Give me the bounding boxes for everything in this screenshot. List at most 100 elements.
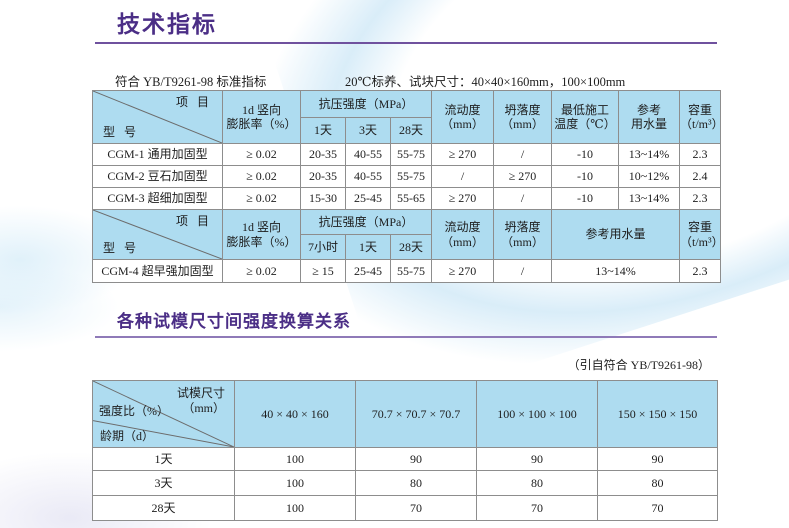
cell-water: 13~14% <box>618 187 680 210</box>
cell-strength-3d: 40-55 <box>345 143 391 166</box>
header-size-100: 100 × 100 × 100 <box>476 380 598 448</box>
cell-expansion: ≥ 0.02 <box>222 165 301 188</box>
header-expansion: 1d 竖向 膨胀率（%） <box>222 90 301 144</box>
cell-min-temp: -10 <box>551 187 619 210</box>
corner-label-strength-ratio: 强度比（%） <box>99 404 169 418</box>
diagonal-divider <box>93 91 222 143</box>
cell-fluidity: ≥ 270 <box>431 143 494 166</box>
header-water-line2: 用水量 <box>630 117 667 131</box>
cell-strength-28d: 55-75 <box>390 165 432 188</box>
header-density-line2: （t/m³） <box>680 234 721 249</box>
cell-strength-1d: 20-35 <box>300 165 346 188</box>
cell-strength-7h: ≥ 15 <box>300 259 346 283</box>
header-fluidity-line2: （mm） <box>441 234 484 249</box>
header-water-usage-merged: 参考用水量 <box>551 209 680 260</box>
tech-spec-table: 项 目 型 号 1d 竖向 膨胀率（%） 抗压强度（MPa） 流动度 （mm） … <box>92 90 721 283</box>
cell-ratio: 100 <box>234 447 356 471</box>
header-size-150: 150 × 150 × 150 <box>597 380 718 448</box>
table-source-caption: （引自符合 YB/T9261-98） <box>567 358 710 372</box>
header-density-line1: 容重 <box>687 102 712 117</box>
diagonal-divider <box>93 381 234 447</box>
cell-slump: ≥ 270 <box>493 165 552 188</box>
cell-ratio: 80 <box>597 470 718 496</box>
cell-strength-28d: 55-75 <box>390 259 432 283</box>
subheader-3d: 3天 <box>345 117 391 144</box>
header-min-temp-line1: 最低施工 <box>560 102 609 117</box>
cell-ratio: 100 <box>234 495 356 521</box>
cell-min-temp: -10 <box>551 143 619 166</box>
cell-strength-3d: 25-45 <box>345 187 391 210</box>
cell-strength-1d: 25-45 <box>345 259 391 283</box>
corner-header-cell-conversion: 试模尺寸 （mm） 强度比（%） 龄期（d） <box>92 380 235 448</box>
cell-age: 28天 <box>92 495 235 521</box>
table-row-cgm3: CGM-3 超细加固型 ≥ 0.02 15-30 25-45 55-65 ≥ 2… <box>92 187 721 210</box>
header-expansion-line2: 膨胀率（%） <box>226 117 297 131</box>
cell-strength-1d: 15-30 <box>300 187 346 210</box>
header-compressive-strength-2: 抗压强度（MPa） <box>300 209 432 235</box>
table-row-cgm1: CGM-1 通用加固型 ≥ 0.02 20-35 40-55 55-75 ≥ 2… <box>92 143 721 166</box>
diagonal-divider <box>93 210 222 259</box>
cell-age: 1天 <box>92 447 235 471</box>
section-title-conversion: 各种试模尺寸间强度换算关系 <box>117 312 351 331</box>
header-density: 容重 （t/m³） <box>679 90 721 144</box>
header-expansion-2: 1d 竖向 膨胀率（%） <box>222 209 301 260</box>
table-row-age-28d: 28天 100 70 70 70 <box>92 495 718 521</box>
cell-water: 13~14% <box>551 259 680 283</box>
corner-label-item: 项 目 <box>175 95 212 109</box>
header-water-line1: 参考 <box>636 102 661 117</box>
cell-expansion: ≥ 0.02 <box>222 143 301 166</box>
header-expansion-line1: 1d 竖向 <box>241 220 281 235</box>
corner-label-mold-size: 试模尺寸 （mm） <box>177 386 225 416</box>
cell-model: CGM-2 豆石加固型 <box>92 165 223 188</box>
header-fluidity-line1: 流动度 <box>444 102 481 117</box>
cell-age: 3天 <box>92 470 235 496</box>
cell-water: 13~14% <box>618 143 680 166</box>
cell-ratio: 70 <box>476 495 598 521</box>
cell-strength-28d: 55-75 <box>390 143 432 166</box>
header-expansion-line1: 1d 竖向 <box>241 102 281 117</box>
subheader-1d-2: 1天 <box>345 234 391 260</box>
cell-density: 2.3 <box>679 259 721 283</box>
cell-model: CGM-1 通用加固型 <box>92 143 223 166</box>
header-slump-line1: 坍落度 <box>504 102 541 117</box>
header-slump: 坍落度 （mm） <box>493 90 552 144</box>
header-fluidity-line1: 流动度 <box>444 220 481 235</box>
corner-header-cell-2: 项 目 型 号 <box>92 209 223 260</box>
cell-ratio: 70 <box>355 495 477 521</box>
subheader-28d: 28天 <box>390 117 432 144</box>
header-compressive-strength: 抗压强度（MPa） <box>300 90 432 118</box>
subheader-28d-2: 28天 <box>390 234 432 260</box>
cell-model: CGM-4 超早强加固型 <box>92 259 223 283</box>
header-density-line2: （t/m³） <box>680 117 721 131</box>
section2-underline <box>95 336 717 338</box>
header-fluidity-2: 流动度 （mm） <box>431 209 494 260</box>
header-min-temp-line2: 温度（℃） <box>554 117 616 131</box>
subheader-1d: 1天 <box>300 117 346 144</box>
cell-fluidity: ≥ 270 <box>431 259 494 283</box>
subheader-7h: 7小时 <box>300 234 346 260</box>
cell-ratio: 80 <box>476 470 598 496</box>
header-water-usage: 参考 用水量 <box>618 90 680 144</box>
table-row-age-1d: 1天 100 90 90 90 <box>92 447 718 471</box>
cell-model: CGM-3 超细加固型 <box>92 187 223 210</box>
curing-specimen-note: 20℃标养、试块尺寸：40×40×160mm，100×100mm <box>345 75 626 89</box>
header-slump-2: 坍落度 （mm） <box>493 209 552 260</box>
corner-label-mold-size-line2: （mm） <box>182 401 225 415</box>
header-fluidity: 流动度 （mm） <box>431 90 494 144</box>
table-row-cgm4: CGM-4 超早强加固型 ≥ 0.02 ≥ 15 25-45 55-75 ≥ 2… <box>92 259 721 283</box>
cell-fluidity: / <box>431 165 494 188</box>
standard-compliance-note: 符合 YB/T9261-98 标准指标 <box>115 75 267 89</box>
cell-water: 10~12% <box>618 165 680 188</box>
cell-ratio: 90 <box>355 447 477 471</box>
cell-slump: / <box>493 259 552 283</box>
cell-ratio: 90 <box>597 447 718 471</box>
cell-ratio: 80 <box>355 470 477 496</box>
title-underline <box>95 42 717 44</box>
corner-label-model: 型 号 <box>103 124 140 139</box>
header-density-line1: 容重 <box>687 220 712 235</box>
header-density-2: 容重 （t/m³） <box>679 209 721 260</box>
header-size-70: 70.7 × 70.7 × 70.7 <box>355 380 477 448</box>
corner-label-model: 型 号 <box>103 240 140 255</box>
cell-ratio: 100 <box>234 470 356 496</box>
